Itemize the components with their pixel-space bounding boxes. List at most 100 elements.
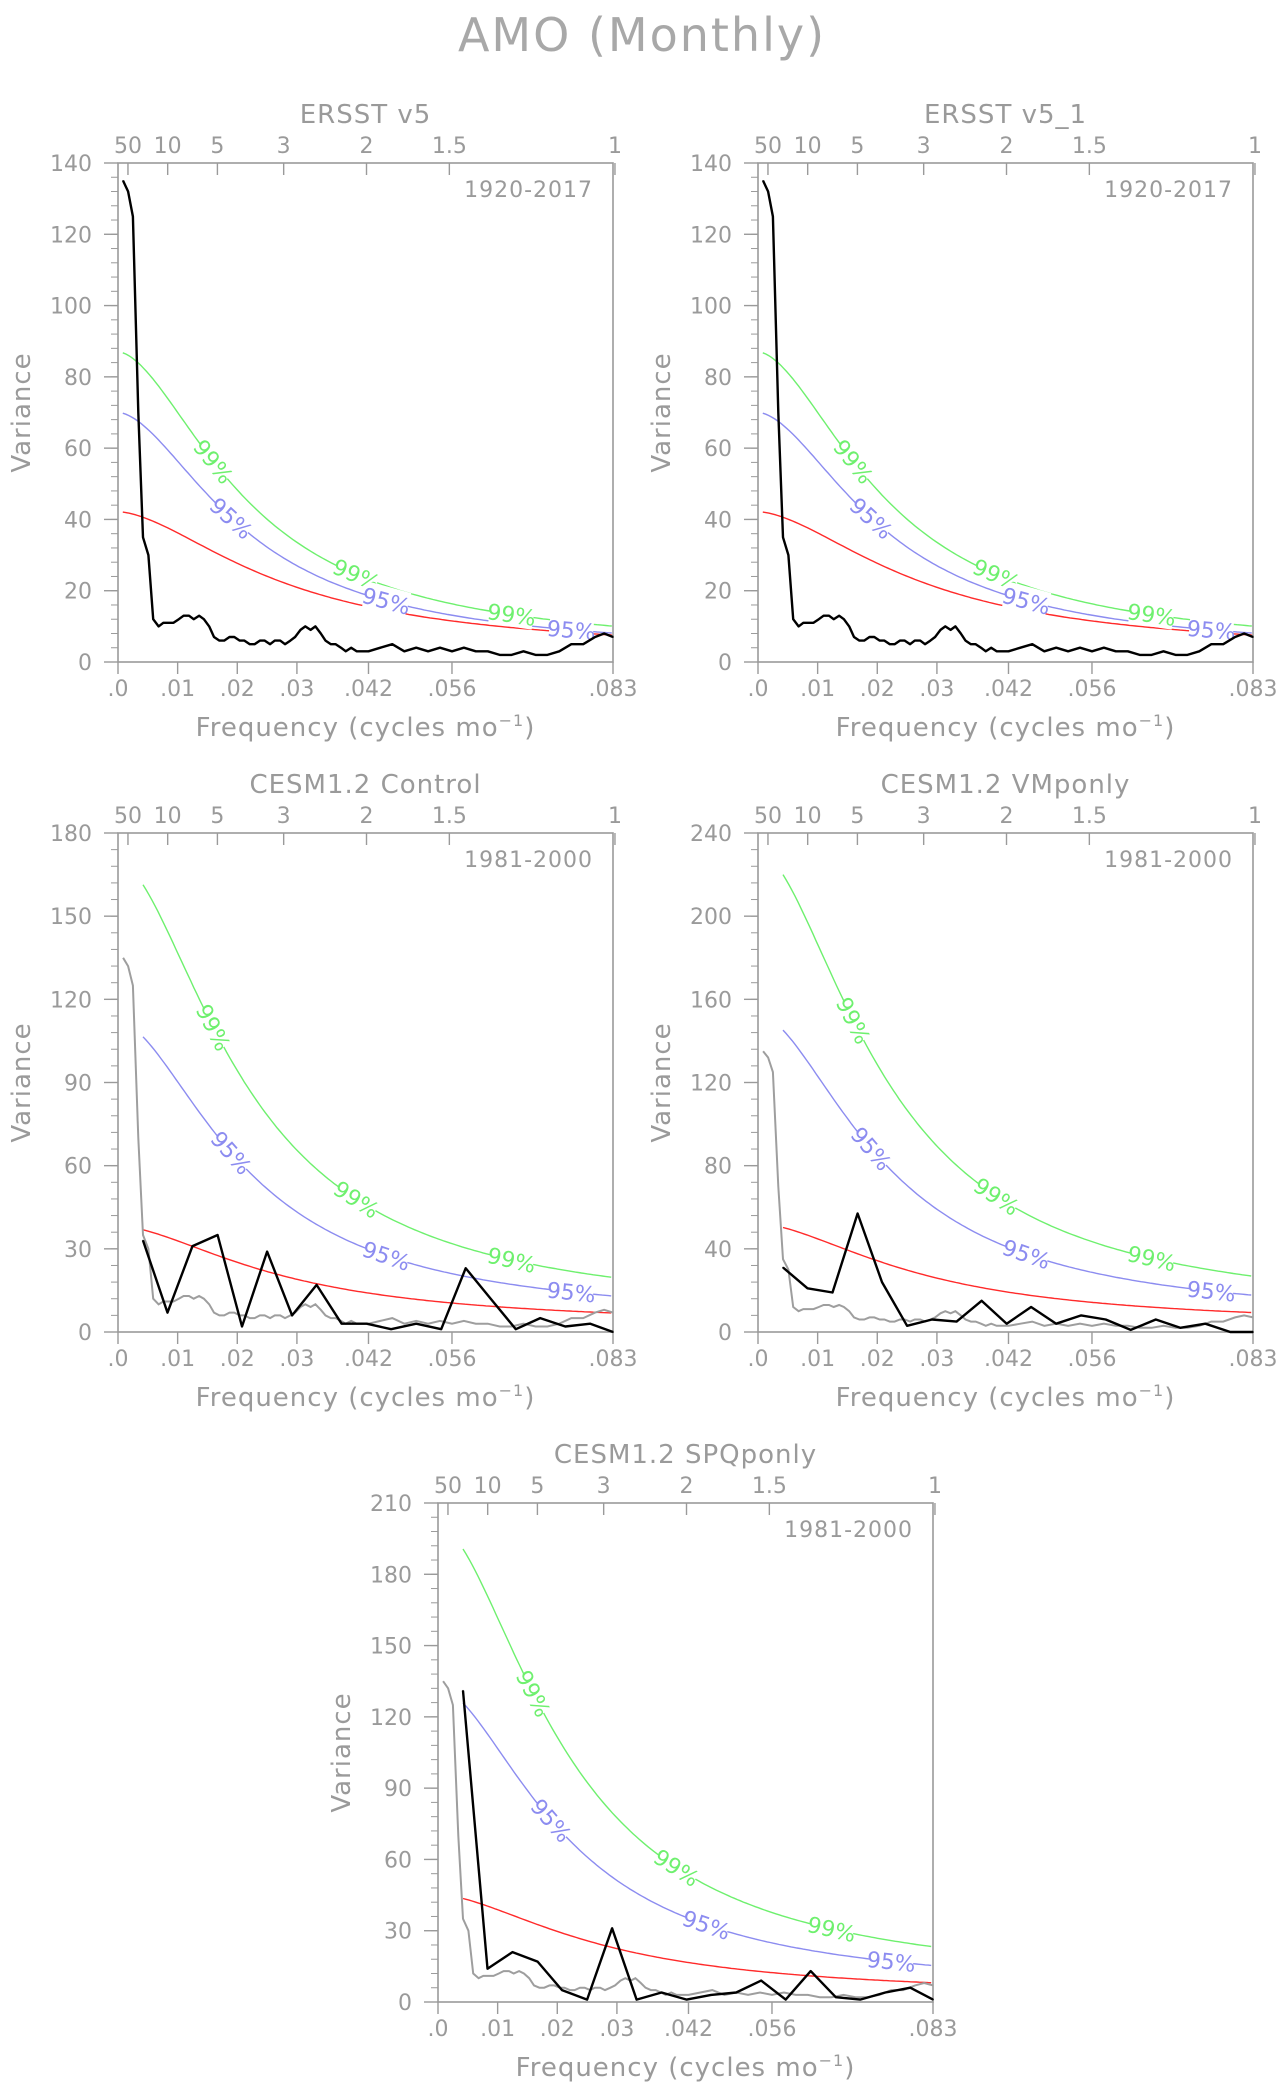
y-tick-label: 40 <box>704 508 732 533</box>
spectrum-point <box>906 1325 908 1327</box>
top-tick-label: 1 <box>928 1474 942 1499</box>
y-tick-label: 0 <box>398 1991 412 2016</box>
y-tick-label: 60 <box>384 1848 412 1873</box>
spectrum-point <box>883 639 886 642</box>
sig99-curve <box>782 874 1252 1277</box>
y-axis-label: Variance <box>327 1692 357 1812</box>
label-95-gap <box>207 1126 257 1178</box>
spectrum-point <box>955 1320 958 1323</box>
top-tick-label: 50 <box>434 1474 462 1499</box>
label-95: 95% <box>865 1948 916 1978</box>
spectrum-point <box>990 646 992 649</box>
spectrum-point <box>570 643 573 645</box>
spectrum-point <box>379 646 382 649</box>
spectrum-point <box>822 614 825 617</box>
x-tick-label: .0 <box>108 677 129 702</box>
spectrum-point <box>1179 1327 1181 1329</box>
spectrum-point <box>893 643 896 645</box>
spectrum-point <box>218 639 221 642</box>
spectrum-point <box>960 632 962 635</box>
spectrum-point <box>216 1234 219 1236</box>
spectrum-point <box>932 1998 934 2001</box>
spectrum-point <box>889 643 891 645</box>
x-tick-label: .01 <box>800 1347 835 1372</box>
y-axis-label: Variance <box>7 1022 37 1142</box>
spectrum-point <box>534 654 537 656</box>
spectrum-point <box>208 625 210 628</box>
top-tick-label: 5 <box>850 134 864 159</box>
spectrum-point <box>427 650 429 653</box>
top-tick-label: 1 <box>608 804 622 829</box>
spectrum-point <box>1005 1322 1008 1325</box>
spectrum-point <box>787 554 790 556</box>
spectrum-point <box>166 1311 169 1314</box>
spectrum-point <box>797 625 800 628</box>
spectrum-point <box>489 1297 492 1300</box>
spectrum-point <box>1031 643 1034 645</box>
spectrum-point <box>970 643 972 645</box>
spectrum-point <box>233 636 236 638</box>
label-95-gap <box>548 614 595 644</box>
page-title: AMO (Monthly) <box>457 8 827 62</box>
top-tick-label: 1.5 <box>1072 134 1107 159</box>
top-tick-label: 3 <box>277 134 291 159</box>
spectrum-point <box>367 650 370 653</box>
spectrum-point <box>903 639 906 642</box>
y-tick-label: 60 <box>64 1155 92 1180</box>
spectrum-point <box>510 654 513 656</box>
spectrum-line <box>141 1233 614 1334</box>
label-95: 95% <box>545 1278 596 1308</box>
spectrum-point <box>1204 1322 1207 1325</box>
sig99-curve <box>462 1548 932 1948</box>
panel-title: CESM1.2 VMponly <box>881 770 1131 800</box>
y-tick-label: 120 <box>50 988 92 1013</box>
spectrum-point <box>192 618 195 620</box>
label-95: 95% <box>1185 1277 1236 1307</box>
spectrum-point <box>415 1322 418 1325</box>
x-tick-label: .056 <box>1067 677 1116 702</box>
spectrum-point <box>289 639 292 642</box>
spectrum-point <box>944 625 947 628</box>
spectrum-point <box>440 1328 443 1330</box>
spectrum-point <box>818 618 820 620</box>
spectrum-point <box>856 1212 859 1215</box>
spectrum-point <box>859 1998 861 2001</box>
y-tick-label: 20 <box>64 580 92 605</box>
x-tick-label: .042 <box>664 2017 713 2042</box>
spectrum-point <box>589 1322 592 1325</box>
spectrum-point <box>1067 650 1069 653</box>
top-tick-label: 1.5 <box>432 804 467 829</box>
panel-1: ERSST v5 1920-2017 0 20 40 60 80 100 120 140 Varia… <box>7 100 637 743</box>
spectrum-point <box>228 636 231 638</box>
y-tick-label: 60 <box>704 437 732 462</box>
top-tick-label: 1 <box>1248 134 1262 159</box>
spectrum-point <box>464 1267 467 1269</box>
y-tick-label: 80 <box>64 366 92 391</box>
y-axis-label: Variance <box>7 352 37 472</box>
spectrum-point <box>304 625 307 628</box>
y-tick-label: 0 <box>718 651 732 676</box>
spectrum-point <box>964 639 967 642</box>
panel-title: CESM1.2 Control <box>249 770 481 800</box>
spectrum-point <box>403 650 406 653</box>
spectrum-point <box>564 1325 567 1328</box>
spectrum-point <box>878 639 881 642</box>
y-tick-label: 200 <box>690 905 732 930</box>
spectrum-point <box>848 625 850 628</box>
x-tick-label: .056 <box>427 1347 476 1372</box>
spectrum-point <box>1007 650 1010 653</box>
x-tick-label: .083 <box>589 677 638 702</box>
spectrum-point <box>213 636 215 638</box>
y-tick-label: 100 <box>690 295 732 320</box>
spectrum-point <box>1043 650 1046 653</box>
label-95-gap <box>361 581 412 619</box>
spectrum-point <box>391 643 394 645</box>
x-axis-label: Frequency (cycles mo−1) <box>836 1381 1176 1413</box>
y-tick-label: 140 <box>690 152 732 177</box>
spectrum-point <box>1186 654 1189 656</box>
period-label: 1920-2017 <box>464 178 593 203</box>
spectrum-point <box>831 1291 834 1294</box>
label-99-gap <box>190 435 239 487</box>
spectrum-point <box>522 650 525 653</box>
panel-2: ERSST v5_1 1920-2017 0 20 40 60 80 100 120 140 Var… <box>647 100 1277 743</box>
